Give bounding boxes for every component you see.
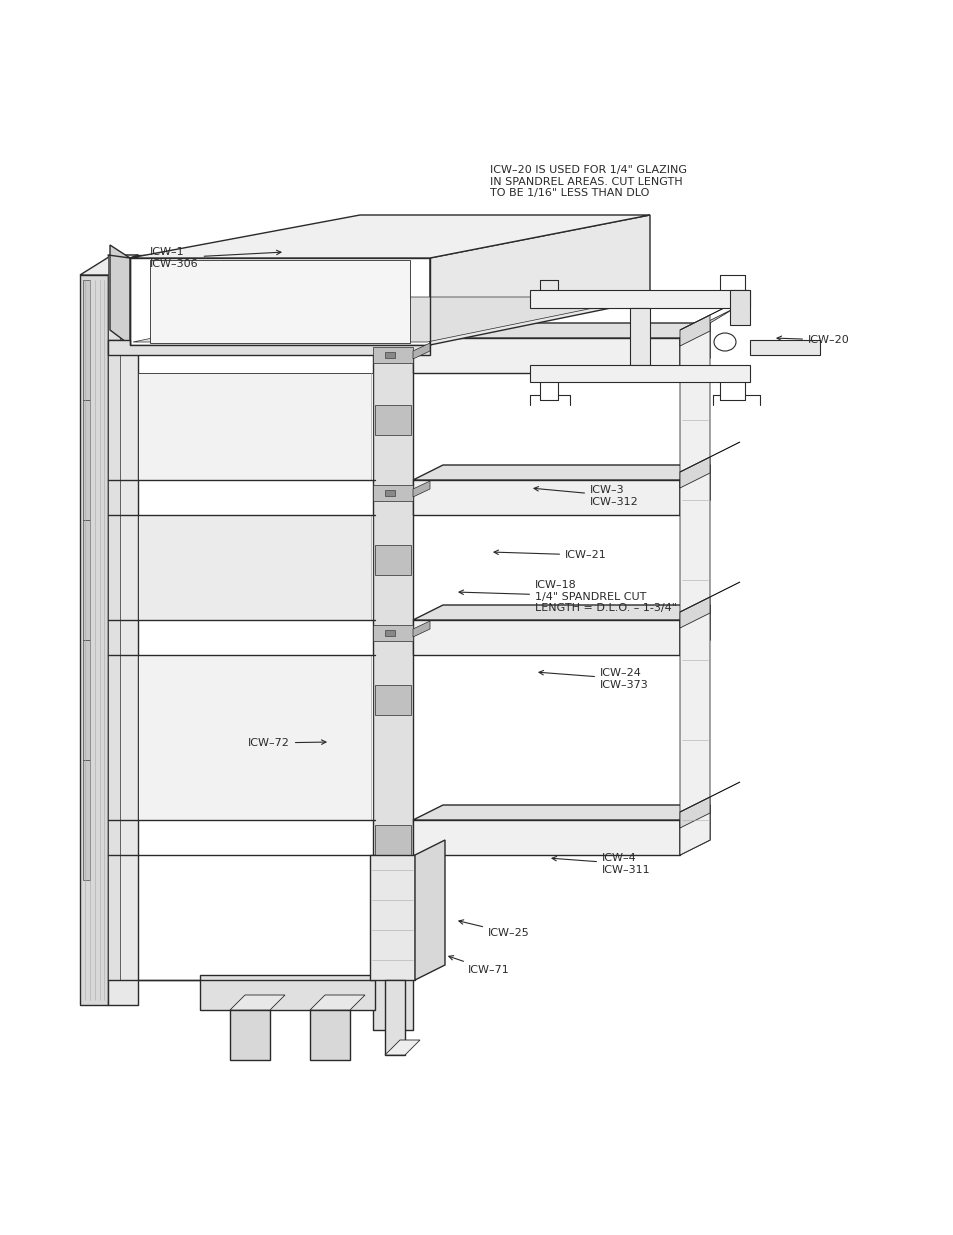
Polygon shape xyxy=(108,254,120,981)
Polygon shape xyxy=(310,995,365,1010)
Polygon shape xyxy=(373,485,413,501)
Polygon shape xyxy=(679,324,709,373)
Polygon shape xyxy=(375,405,411,435)
Polygon shape xyxy=(413,805,709,820)
Polygon shape xyxy=(413,338,679,373)
Polygon shape xyxy=(413,343,430,359)
Polygon shape xyxy=(310,1010,350,1060)
Polygon shape xyxy=(530,290,749,308)
Polygon shape xyxy=(108,275,138,1005)
Polygon shape xyxy=(83,760,90,881)
Text: ICW–20: ICW–20 xyxy=(776,335,849,345)
Polygon shape xyxy=(679,597,709,629)
Text: ICW–25: ICW–25 xyxy=(458,920,529,939)
Polygon shape xyxy=(413,480,430,496)
Polygon shape xyxy=(130,258,430,345)
Polygon shape xyxy=(385,490,395,496)
Polygon shape xyxy=(749,340,820,354)
Polygon shape xyxy=(413,324,709,338)
Polygon shape xyxy=(679,582,740,613)
Polygon shape xyxy=(83,520,90,640)
Polygon shape xyxy=(385,981,405,1055)
Text: ICW–71: ICW–71 xyxy=(448,956,509,974)
Polygon shape xyxy=(83,400,90,520)
Polygon shape xyxy=(375,685,411,715)
Polygon shape xyxy=(413,620,679,655)
Polygon shape xyxy=(373,340,413,1030)
Text: ICW–1
ICW–306: ICW–1 ICW–306 xyxy=(150,247,281,268)
Polygon shape xyxy=(729,290,749,325)
Polygon shape xyxy=(629,308,649,366)
Text: ICW–21: ICW–21 xyxy=(494,550,606,559)
Polygon shape xyxy=(385,630,395,636)
Polygon shape xyxy=(375,545,411,576)
Polygon shape xyxy=(413,605,709,620)
Polygon shape xyxy=(373,625,413,641)
Polygon shape xyxy=(415,840,444,981)
Polygon shape xyxy=(230,995,285,1010)
Polygon shape xyxy=(138,515,373,620)
Polygon shape xyxy=(130,215,649,258)
Polygon shape xyxy=(230,1010,270,1060)
Polygon shape xyxy=(200,974,375,1010)
Polygon shape xyxy=(138,373,373,480)
Polygon shape xyxy=(83,280,90,400)
Polygon shape xyxy=(375,825,411,855)
Polygon shape xyxy=(413,820,679,855)
Polygon shape xyxy=(679,308,734,338)
Polygon shape xyxy=(138,655,373,820)
Text: ICW–3
ICW–312: ICW–3 ICW–312 xyxy=(534,485,639,506)
Text: ICW–20 IS USED FOR 1/4" GLAZING
IN SPANDREL AREAS. CUT LENGTH
TO BE 1/16" LESS T: ICW–20 IS USED FOR 1/4" GLAZING IN SPAND… xyxy=(490,165,686,198)
Text: ICW–18
1/4" SPANDREL CUT
LENGTH = D.L.O. – 1-3/4": ICW–18 1/4" SPANDREL CUT LENGTH = D.L.O.… xyxy=(458,580,677,614)
Polygon shape xyxy=(108,340,430,354)
Polygon shape xyxy=(679,457,709,488)
Text: ICW–72: ICW–72 xyxy=(248,739,326,748)
Polygon shape xyxy=(373,347,413,363)
Polygon shape xyxy=(110,245,130,345)
Polygon shape xyxy=(370,855,415,981)
Polygon shape xyxy=(413,466,709,480)
Polygon shape xyxy=(80,275,108,1005)
Polygon shape xyxy=(83,640,90,760)
Polygon shape xyxy=(385,1040,419,1055)
Polygon shape xyxy=(679,797,709,827)
Text: ICW–4
ICW–311: ICW–4 ICW–311 xyxy=(552,853,650,874)
Polygon shape xyxy=(679,315,709,346)
Polygon shape xyxy=(132,296,646,342)
Polygon shape xyxy=(413,621,430,637)
Polygon shape xyxy=(679,466,709,515)
Polygon shape xyxy=(679,782,740,811)
Text: ICW–24
ICW–373: ICW–24 ICW–373 xyxy=(538,668,648,689)
Polygon shape xyxy=(430,215,649,345)
Polygon shape xyxy=(80,254,138,275)
Polygon shape xyxy=(530,366,749,382)
Polygon shape xyxy=(679,605,709,655)
Polygon shape xyxy=(385,352,395,358)
Polygon shape xyxy=(679,324,709,855)
Polygon shape xyxy=(108,254,375,981)
Polygon shape xyxy=(150,261,410,343)
Polygon shape xyxy=(413,480,679,515)
Polygon shape xyxy=(679,805,709,855)
Polygon shape xyxy=(679,442,740,472)
Polygon shape xyxy=(679,300,740,330)
